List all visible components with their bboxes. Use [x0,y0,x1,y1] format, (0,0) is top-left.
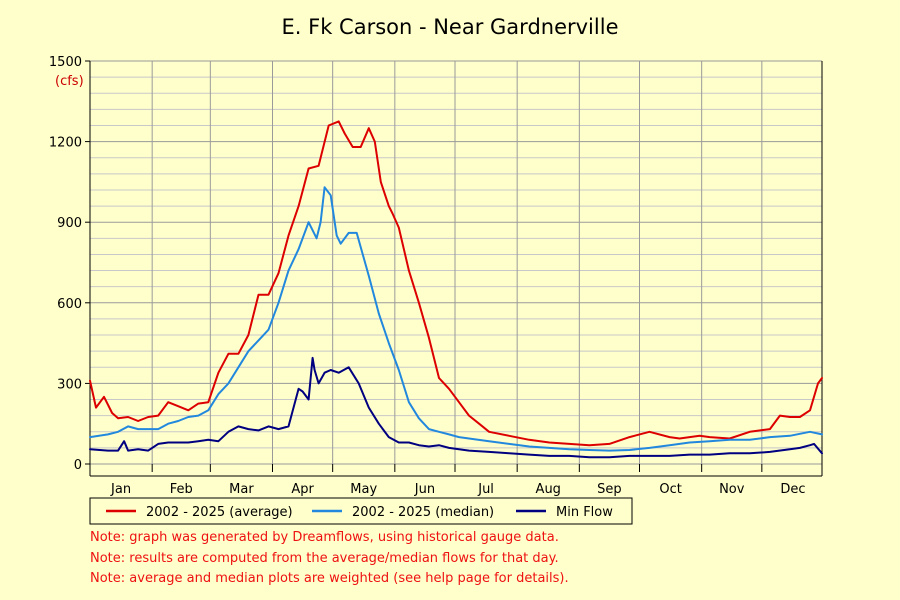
x-tick-label: Jun [414,482,435,497]
series-line-min-flow [89,356,823,459]
x-tick-label: Aug [536,482,561,497]
series-layer [89,120,823,459]
y-axis-unit: (cfs) [55,74,84,89]
y-tick-label: 300 [57,377,82,392]
x-tick-label: Dec [780,482,805,497]
legend-label-min-flow: Min Flow [556,505,613,520]
legend-label-median: 2002 - 2025 (median) [352,505,494,520]
axes: 0 300 600 900 1200 1500 Jan Feb Mar Apr May Jun Jul A… [49,55,823,497]
note-3: Note: average and median plots are weigh… [90,571,569,586]
note-1: Note: graph was generated by Dreamflows,… [90,530,559,545]
legend-label-average: 2002 - 2025 (average) [146,505,293,520]
legend: 2002 - 2025 (average) 2002 - 2025 (media… [89,497,633,525]
x-tick-label: May [350,482,377,497]
series-line-2002-2025-median- [89,186,823,452]
chart-title: E. Fk Carson - Near Gardnerville [282,15,619,39]
y-tick-label: 0 [74,458,82,473]
y-tick-label: 600 [57,297,82,312]
x-tick-label: Mar [229,482,254,497]
note-2: Note: results are computed from the aver… [90,551,559,566]
x-tick-label: Nov [719,482,745,497]
x-tick-label: Feb [170,482,193,497]
series-line-2002-2025-average- [89,120,823,447]
y-tick-label: 1200 [49,136,82,151]
y-tick-label: 900 [57,216,82,231]
y-tick-label: 1500 [49,55,82,70]
x-tick-label: Apr [291,482,314,497]
x-tick-label: Jul [477,482,494,497]
grid [90,60,822,465]
x-tick-label: Sep [597,482,622,497]
x-tick-label: Oct [659,482,681,497]
x-tick-label: Jan [110,482,131,497]
